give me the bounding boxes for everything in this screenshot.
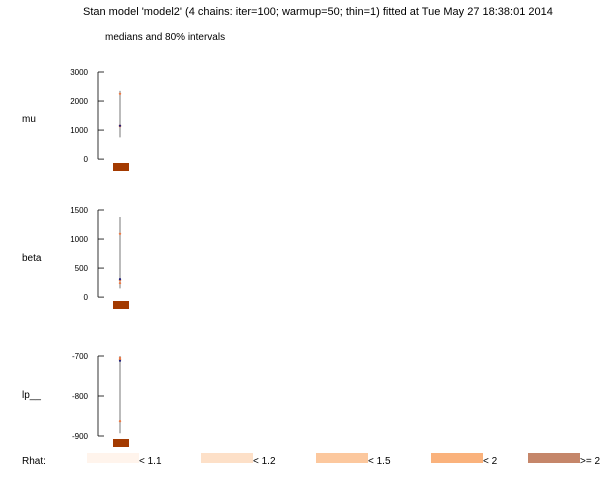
rhat-legend-item-label: >= 2	[580, 456, 600, 467]
y-tick-label: 0	[84, 293, 89, 302]
overall-median-point	[118, 359, 122, 362]
y-tick-label: 1000	[70, 126, 88, 135]
rhat-legend-item-label: < 1.5	[368, 456, 391, 467]
panel-mu: mu 3000 2000 1000 0	[22, 68, 129, 171]
chain-median-point	[118, 232, 122, 236]
rhat-legend-item-label: < 2	[483, 456, 498, 467]
y-tick-label: 1500	[70, 206, 88, 215]
parameter-label: beta	[22, 253, 42, 264]
rhat-indicator-bar	[113, 301, 129, 309]
overall-median-point	[118, 277, 122, 281]
rhat-indicator-bar	[113, 439, 129, 447]
y-tick-label: -700	[72, 352, 89, 361]
chain-median-point	[118, 92, 122, 95]
rhat-legend: Rhat: < 1.1 < 1.2 < 1.5 < 2 >= 2	[22, 453, 600, 467]
y-tick-label: -900	[72, 432, 89, 441]
panel-lp: lp__ -700 -800 -900	[22, 352, 129, 447]
y-tick-label: 3000	[70, 68, 88, 77]
rhat-legend-swatch	[201, 453, 253, 463]
rhat-legend-item-label: < 1.1	[139, 456, 162, 467]
panel-beta: beta 1500 1000 500 0	[22, 206, 129, 309]
rhat-legend-item-label: < 1.2	[253, 456, 276, 467]
y-tick-label: -800	[72, 392, 89, 401]
y-tick-label: 0	[84, 155, 89, 164]
y-tick-label: 2000	[70, 97, 88, 106]
y-tick-label: 1000	[70, 235, 88, 244]
parameter-label: lp__	[22, 390, 41, 401]
parameter-panels: mu 3000 2000 1000 0 beta 1500 1000 500 0 lp__ -700 -…	[22, 68, 129, 447]
rhat-legend-swatch	[87, 453, 139, 463]
plot-title: Stan model 'model2' (4 chains: iter=100;…	[83, 6, 553, 18]
chain-median-point	[118, 281, 122, 285]
plot-subtitle: medians and 80% intervals	[105, 32, 225, 43]
overall-median-point	[118, 124, 122, 127]
parameter-label: mu	[22, 114, 36, 125]
rhat-legend-swatch	[316, 453, 368, 463]
rhat-indicator-bar	[113, 163, 129, 171]
rhat-legend-swatch	[431, 453, 483, 463]
rhat-legend-label: Rhat:	[22, 456, 46, 467]
chain-median-point	[118, 420, 122, 423]
y-tick-label: 500	[75, 264, 89, 273]
rhat-legend-swatch	[528, 453, 580, 463]
